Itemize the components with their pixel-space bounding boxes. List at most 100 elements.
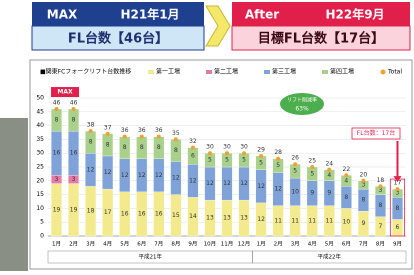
x-tick-label: 3月 (86, 241, 95, 248)
segment-label: 8 (174, 147, 178, 154)
segment-label: 14 (189, 213, 197, 220)
y-tick-label: 40 (36, 122, 44, 129)
total-dot (259, 154, 263, 158)
x-tick-label: 8月 (171, 241, 180, 248)
legend-label: Total (387, 69, 402, 76)
total-label: 30 (240, 144, 248, 151)
total-dot (174, 137, 178, 141)
segment-label: 12 (257, 183, 265, 190)
after-date: H22年9月 (325, 7, 384, 22)
total-label: 46 (53, 100, 61, 107)
total-dot (208, 151, 212, 155)
segment-label: 12 (240, 180, 248, 187)
x-tick-label: 3月 (291, 241, 300, 248)
segment-label: 4 (344, 177, 348, 184)
total-label: 29 (257, 146, 265, 153)
reduction-label: リフト削減率 (287, 97, 317, 104)
total-dot (157, 135, 161, 139)
segment-label: 16 (70, 150, 78, 157)
y-tick-label: 5 (40, 219, 44, 226)
segment-label: 5 (259, 159, 263, 166)
segment-label: 17 (104, 209, 112, 216)
y-tick-label: 45 (36, 108, 44, 115)
y-tick-label: 35 (36, 136, 44, 143)
x-tick-label: 10月 (204, 241, 217, 248)
segment-label: 12 (274, 186, 282, 193)
segment-label: 8 (157, 144, 161, 151)
segment-label: 8 (106, 141, 110, 148)
page: MAX H21年1月 FL台数【46台】 After H22年9月 目標FL台数… (0, 0, 414, 271)
legend-swatch (322, 70, 328, 74)
total-label: 30 (223, 144, 231, 151)
group-label: 平成22年 (318, 253, 342, 261)
segment-label: 5 (293, 168, 297, 175)
segment-label: 8 (379, 202, 383, 209)
segment-label: 13 (223, 215, 231, 222)
total-label: 28 (274, 149, 282, 156)
x-tick-label: 4月 (103, 241, 112, 248)
legend-swatch (264, 70, 270, 74)
total-label: 22 (343, 166, 351, 173)
total-dot (344, 173, 348, 177)
total-dot (140, 135, 144, 139)
segment-label: 8 (55, 117, 59, 124)
segment-label: 11 (291, 217, 299, 224)
segment-label: 15 (172, 212, 180, 219)
segment-label: 5 (225, 157, 229, 164)
x-tick-label: 11月 (221, 241, 234, 248)
legend-label: 第四工場 (330, 68, 354, 76)
before-tag: MAX (47, 8, 78, 22)
x-tick-label: 12月 (238, 241, 251, 248)
total-dot (395, 187, 399, 191)
y-tick-label: 50 (36, 95, 44, 102)
total-dot (327, 168, 331, 172)
segment-label: 8 (123, 144, 127, 151)
total-label: 38 (87, 122, 95, 129)
total-dot (106, 132, 110, 136)
x-tick-label: 2月 (274, 241, 283, 248)
legend-swatch (381, 70, 386, 75)
segment-label: 12 (206, 180, 214, 187)
x-tick-label: 8月 (376, 241, 385, 248)
segment-label: 12 (223, 180, 231, 187)
segment-label: 7 (379, 223, 383, 230)
total-label: 20 (360, 171, 368, 178)
x-tick-label: 6月 (342, 241, 351, 248)
legend-label: 第二工場 (214, 68, 238, 76)
target-label: FL台数：17台 (357, 129, 395, 137)
segment-label: 16 (53, 150, 61, 157)
segment-label: 16 (155, 210, 163, 217)
total-label: 46 (70, 100, 78, 107)
total-label: 26 (291, 155, 299, 162)
y-tick-label: 20 (36, 177, 44, 184)
total-dot (72, 107, 76, 111)
segment-label: 13 (206, 215, 214, 222)
x-tick-label: 1月 (52, 241, 61, 248)
legend-swatch (148, 70, 154, 74)
x-tick-label: 5月 (325, 241, 334, 248)
segment-label: 19 (53, 206, 61, 213)
total-dot (191, 146, 195, 150)
total-label: 25 (308, 158, 316, 165)
total-label: 35 (172, 130, 180, 137)
segment-label: 8 (344, 194, 348, 201)
segment-label: 4 (327, 172, 331, 179)
x-tick-label: 2月 (69, 241, 78, 248)
segment-label: 8 (361, 197, 365, 204)
before-count: FL台数【46台】 (68, 31, 168, 47)
total-dot (276, 157, 280, 161)
total-label: 36 (155, 127, 163, 134)
segment-label: 11 (325, 217, 333, 224)
legend-label: 第三工場 (272, 68, 296, 76)
x-tick-label: 7月 (154, 241, 163, 248)
segment-label: 13 (240, 215, 248, 222)
segment-label: 8 (140, 144, 144, 151)
segment-label: 5 (208, 157, 212, 164)
total-label: 36 (121, 127, 129, 134)
segment-label: 12 (257, 216, 265, 223)
segment-label: 18 (87, 208, 95, 215)
total-label: 30 (206, 144, 214, 151)
segment-label: 16 (138, 210, 146, 217)
legend-label: 第一工場 (156, 68, 180, 76)
before-date: H21年1月 (120, 7, 179, 22)
